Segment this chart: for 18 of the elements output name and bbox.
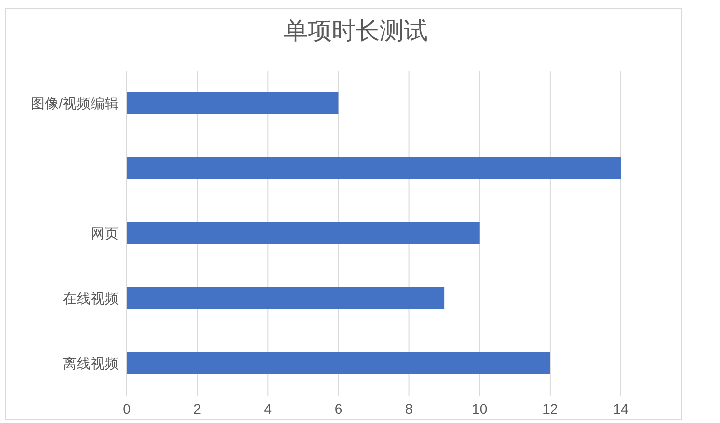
- bar: [127, 287, 445, 310]
- x-tick-label: 14: [613, 400, 629, 417]
- bar: [127, 157, 621, 180]
- x-tick-label: 8: [405, 400, 414, 417]
- x-tick-label: 6: [334, 400, 343, 417]
- y-tick-label: 图像/视频编辑: [31, 95, 119, 112]
- bar: [127, 92, 339, 114]
- chart-title: 单项时长测试: [283, 17, 429, 47]
- x-tick-label: 12: [542, 400, 558, 417]
- y-tick-label: 在线视频: [63, 290, 119, 306]
- x-tick-label: 2: [194, 400, 202, 417]
- bar: [127, 222, 480, 244]
- y-tick-label: 网页: [91, 225, 119, 242]
- y-tick-label: 离线视频: [63, 355, 119, 372]
- x-tick-label: 4: [264, 400, 272, 417]
- x-tick-label: 10: [472, 400, 488, 417]
- bar: [127, 352, 550, 374]
- x-tick-label: 0: [123, 400, 132, 417]
